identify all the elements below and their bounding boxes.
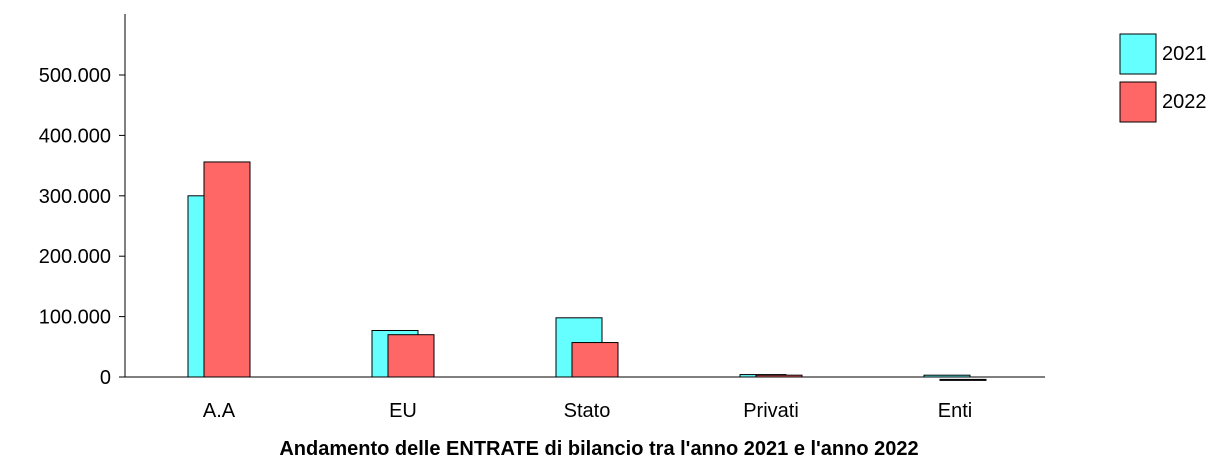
category-labels: A.A EU Stato Privati Enti xyxy=(203,400,972,422)
legend: 2021 2022 xyxy=(1119,33,1207,123)
bar-2022-eu xyxy=(387,334,435,378)
x-tick-label: Enti xyxy=(938,400,972,422)
x-tick-label: Stato xyxy=(564,400,611,422)
bar-2021-enti xyxy=(923,374,971,378)
bar-2022-a-a xyxy=(203,161,251,378)
legend-label-2021: 2021 xyxy=(1162,43,1207,65)
y-tick-label: 100.000 xyxy=(39,307,111,329)
y-tick-label: 200.000 xyxy=(39,246,111,268)
y-tick-label: 0 xyxy=(100,367,111,389)
legend-swatch-2021 xyxy=(1119,33,1157,75)
y-tick-label: 500.000 xyxy=(39,65,111,87)
chart-title: Andamento delle ENTRATE di bilancio tra … xyxy=(279,438,918,460)
bar-2022-enti xyxy=(939,378,987,381)
x-tick-label: EU xyxy=(389,400,417,422)
bar-2022-privati xyxy=(755,374,803,378)
bars xyxy=(187,161,987,381)
y-tick-label: 400.000 xyxy=(39,125,111,147)
x-tick-label: Privati xyxy=(743,400,799,422)
bar-2022-stato xyxy=(571,342,619,378)
legend-swatch-2022 xyxy=(1119,81,1157,123)
y-axis: 0 100.000 200.000 300.000 400.000 500.000 xyxy=(39,14,126,389)
legend-label-2022: 2022 xyxy=(1162,91,1207,113)
y-tick-label: 300.000 xyxy=(39,186,111,208)
x-tick-label: A.A xyxy=(203,400,236,422)
